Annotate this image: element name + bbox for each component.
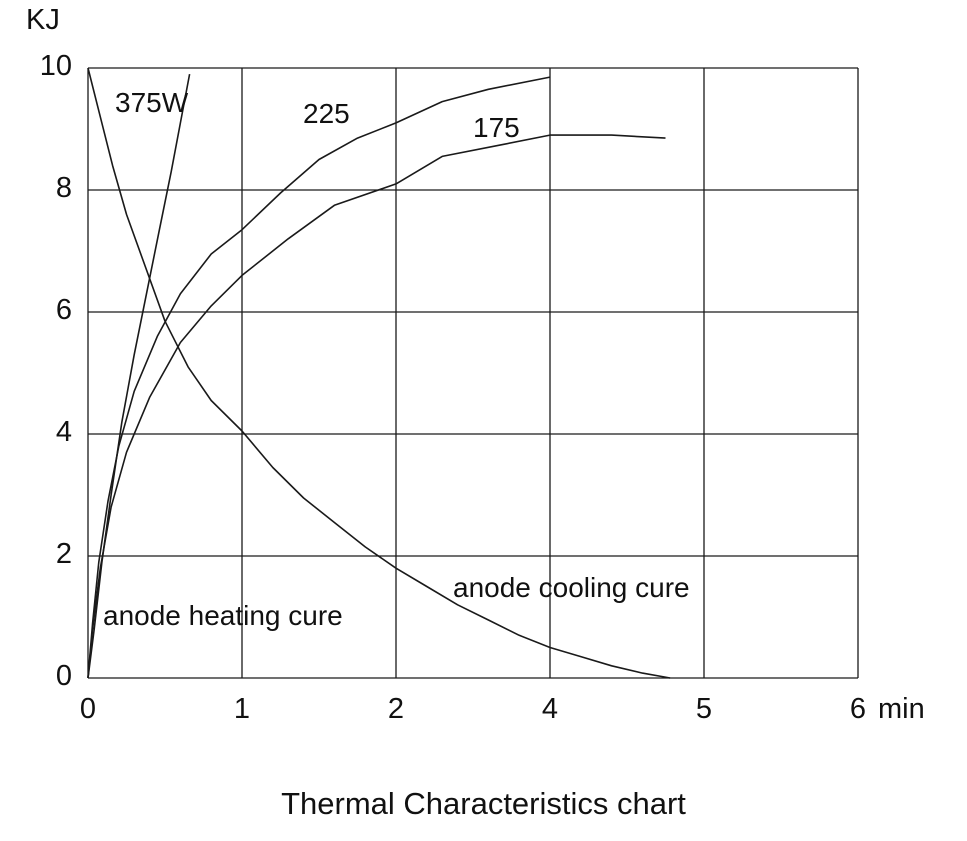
curve-anode-cooling <box>87 67 671 679</box>
curve-anode-heating-175W <box>87 134 666 679</box>
curve-anode-heating-375W <box>87 73 191 679</box>
curve-anode-heating-225W <box>87 76 551 679</box>
